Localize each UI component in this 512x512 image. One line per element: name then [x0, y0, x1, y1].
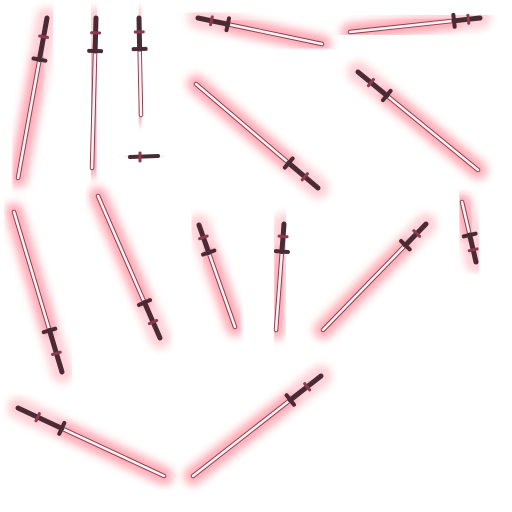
hilt-fragment-sprite[interactable] [130, 153, 158, 161]
sword-sprite[interactable] [276, 224, 288, 330]
sword-sprite[interactable] [89, 18, 101, 168]
sword-sprite[interactable] [134, 18, 146, 115]
sword-sprite[interactable] [462, 202, 477, 262]
